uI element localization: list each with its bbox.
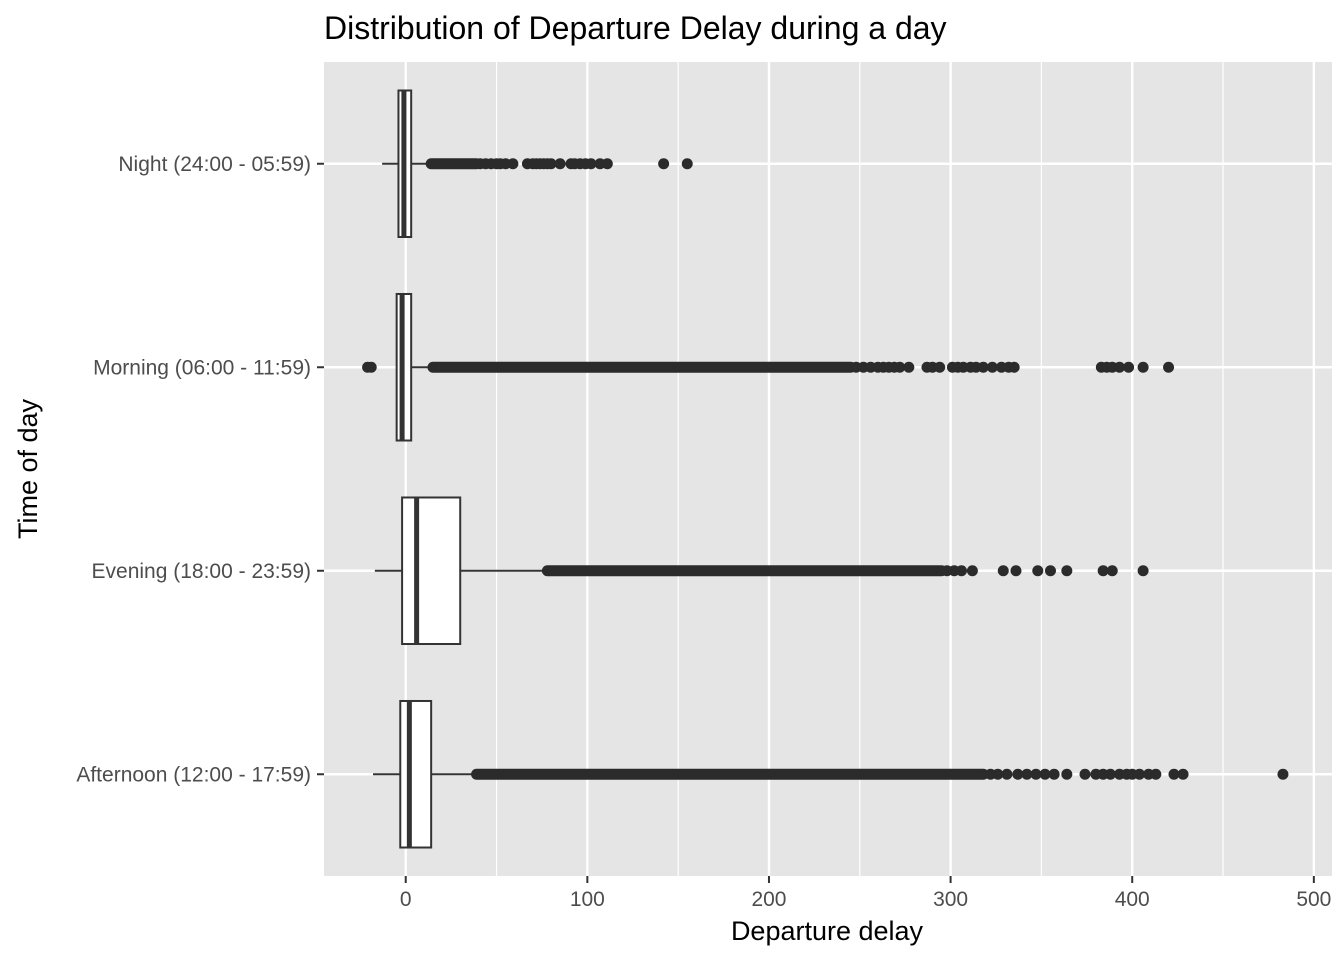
- y-tick-label: Night (24:00 - 05:59): [118, 153, 311, 176]
- outlier-band: [427, 361, 857, 373]
- box-iqr: [401, 496, 462, 646]
- box-group: [362, 292, 1175, 442]
- plot-panel: [324, 62, 1332, 876]
- outlier-point: [1277, 768, 1289, 780]
- outlier-point: [903, 361, 915, 373]
- outlier-band: [541, 565, 948, 577]
- outlier-point: [1137, 565, 1149, 577]
- outlier-point: [955, 565, 967, 577]
- x-axis-title: Departure delay: [731, 916, 924, 946]
- outlier-point: [1012, 768, 1024, 780]
- y-axis-title: Time of day: [13, 398, 43, 539]
- axes: 0 100 200 300 400 500 Night (24:00 - 05:59) Mor…: [76, 153, 1331, 911]
- outlier-point: [1114, 361, 1126, 373]
- outlier-point: [1030, 768, 1042, 780]
- box-group: [373, 699, 1289, 849]
- outlier-point: [977, 361, 989, 373]
- outlier-point: [1061, 768, 1073, 780]
- y-tick-label: Morning (06:00 - 11:59): [93, 356, 311, 379]
- outlier-point: [1061, 565, 1073, 577]
- outlier-point: [1008, 361, 1020, 373]
- outlier-point: [1106, 565, 1118, 577]
- x-tick-label: 0: [400, 888, 412, 911]
- outlier-point: [554, 158, 566, 170]
- x-tick-label: 400: [1115, 888, 1150, 911]
- outlier-point: [1039, 768, 1051, 780]
- outlier-point: [966, 565, 978, 577]
- outlier-point: [1104, 768, 1116, 780]
- outlier-point: [986, 361, 998, 373]
- outlier-point: [1001, 768, 1013, 780]
- outlier-point: [1079, 768, 1091, 780]
- outlier-point: [1137, 361, 1149, 373]
- outlier-point: [585, 158, 597, 170]
- y-tick-label: Afternoon (12:00 - 17:59): [76, 763, 311, 786]
- outlier-point: [894, 361, 906, 373]
- box-series: [362, 89, 1289, 849]
- box-group: [374, 496, 1149, 646]
- outlier-point: [1133, 768, 1145, 780]
- outlier-point: [1123, 361, 1135, 373]
- outlier-point: [1032, 565, 1044, 577]
- x-tick-label: 500: [1296, 888, 1331, 911]
- outlier-point: [934, 361, 946, 373]
- outlier-point: [1044, 565, 1056, 577]
- outlier-point: [1168, 768, 1180, 780]
- x-tick-label: 100: [570, 888, 605, 911]
- outlier-point: [601, 158, 613, 170]
- x-tick-label: 300: [933, 888, 968, 911]
- outlier-point: [681, 158, 693, 170]
- outlier-point: [1177, 768, 1189, 780]
- x-tick-label: 200: [751, 888, 786, 911]
- outlier-band: [425, 158, 483, 170]
- outlier-point: [992, 768, 1004, 780]
- outlier-point: [658, 158, 670, 170]
- outlier-point: [1097, 565, 1109, 577]
- outlier-point: [507, 158, 519, 170]
- outlier-point: [365, 361, 377, 373]
- outlier-point: [545, 158, 557, 170]
- outlier-point: [1163, 361, 1175, 373]
- outlier-point: [1150, 768, 1162, 780]
- outlier-point: [997, 565, 1009, 577]
- outlier-point: [1048, 768, 1060, 780]
- outlier-point: [1010, 565, 1022, 577]
- y-tick-label: Evening (18:00 - 23:59): [92, 560, 311, 583]
- box-group: [382, 89, 693, 239]
- chart-title: Distribution of Departure Delay during a…: [324, 10, 947, 46]
- outlier-point: [1021, 768, 1033, 780]
- box-iqr: [399, 699, 433, 849]
- outlier-band: [471, 768, 989, 780]
